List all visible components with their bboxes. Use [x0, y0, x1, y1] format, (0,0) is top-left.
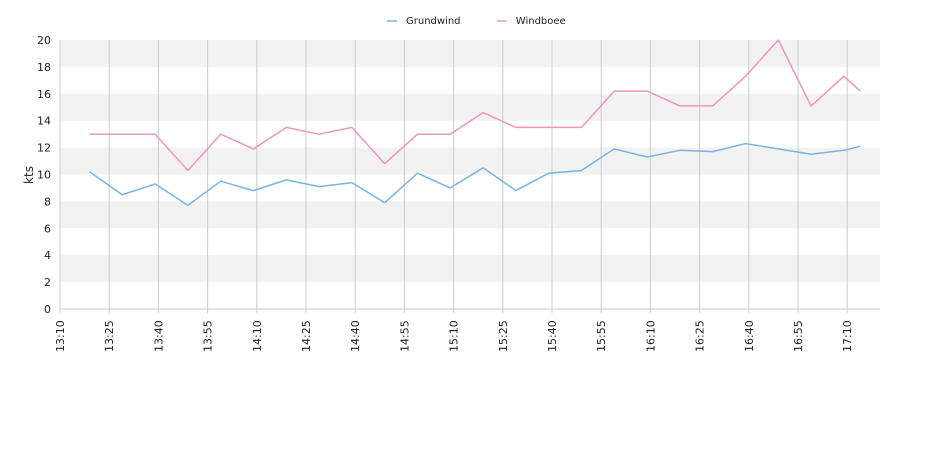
y-tick-label: 4	[44, 249, 51, 262]
y-tick-labels: 0 2 4 6 8 10 12 14 16 18 20	[37, 34, 51, 316]
series-line-windboee	[89, 39, 861, 172]
x-tick-label: 14:55	[398, 320, 411, 352]
x-tick-label: 13:25	[103, 320, 116, 352]
plot-band	[60, 201, 880, 229]
x-tick-labels: 13:10 13:25 13:40 13:55 14:10 14:25 14:40 14:55…	[54, 320, 854, 352]
plot-band	[60, 255, 880, 283]
legend-label-grundwind[interactable]: Grundwind	[406, 16, 461, 27]
series-line-grundwind	[89, 142, 861, 207]
x-tick-label: 13:55	[202, 320, 215, 352]
x-tick-label: 17:10	[841, 320, 854, 352]
x-tick-label: 15:55	[595, 320, 608, 352]
legend[interactable]: Grundwind Windboee	[387, 16, 566, 27]
x-tick-label: 14:40	[349, 320, 362, 352]
plot-band	[60, 147, 880, 175]
y-tick-label: 10	[37, 169, 51, 182]
x-tick-label: 16:55	[792, 320, 805, 352]
y-tick-label: 12	[37, 142, 51, 155]
x-tick-label: 15:40	[546, 320, 559, 352]
y-tick-label: 20	[37, 34, 51, 47]
x-tick-label: 14:25	[300, 320, 313, 352]
x-tick-label: 14:10	[251, 320, 264, 352]
plot-band	[60, 93, 880, 121]
x-tick-label: 13:10	[54, 320, 67, 352]
y-tick-label: 0	[44, 303, 51, 316]
y-tick-label: 16	[37, 88, 51, 101]
x-tick-label: 16:10	[644, 320, 657, 352]
x-tick-label: 13:40	[152, 320, 165, 352]
y-tick-label: 18	[37, 61, 51, 74]
legend-label-windboee[interactable]: Windboee	[516, 16, 566, 27]
x-tick-label: 15:25	[497, 320, 510, 352]
y-tick-label: 14	[37, 115, 51, 128]
plot-bands	[60, 40, 880, 283]
x-tick-label: 16:40	[743, 320, 756, 352]
y-tick-label: 6	[44, 222, 51, 235]
x-tick-label: 16:25	[694, 320, 707, 352]
y-tick-label: 8	[44, 195, 51, 208]
x-tick-label: 15:10	[448, 320, 461, 352]
y-axis-title: kts	[22, 166, 36, 184]
plot-band	[60, 40, 880, 67]
vertical-gridlines	[59, 40, 848, 313]
axes	[59, 40, 880, 310]
series-lines	[89, 39, 861, 207]
y-tick-label: 2	[44, 276, 51, 289]
